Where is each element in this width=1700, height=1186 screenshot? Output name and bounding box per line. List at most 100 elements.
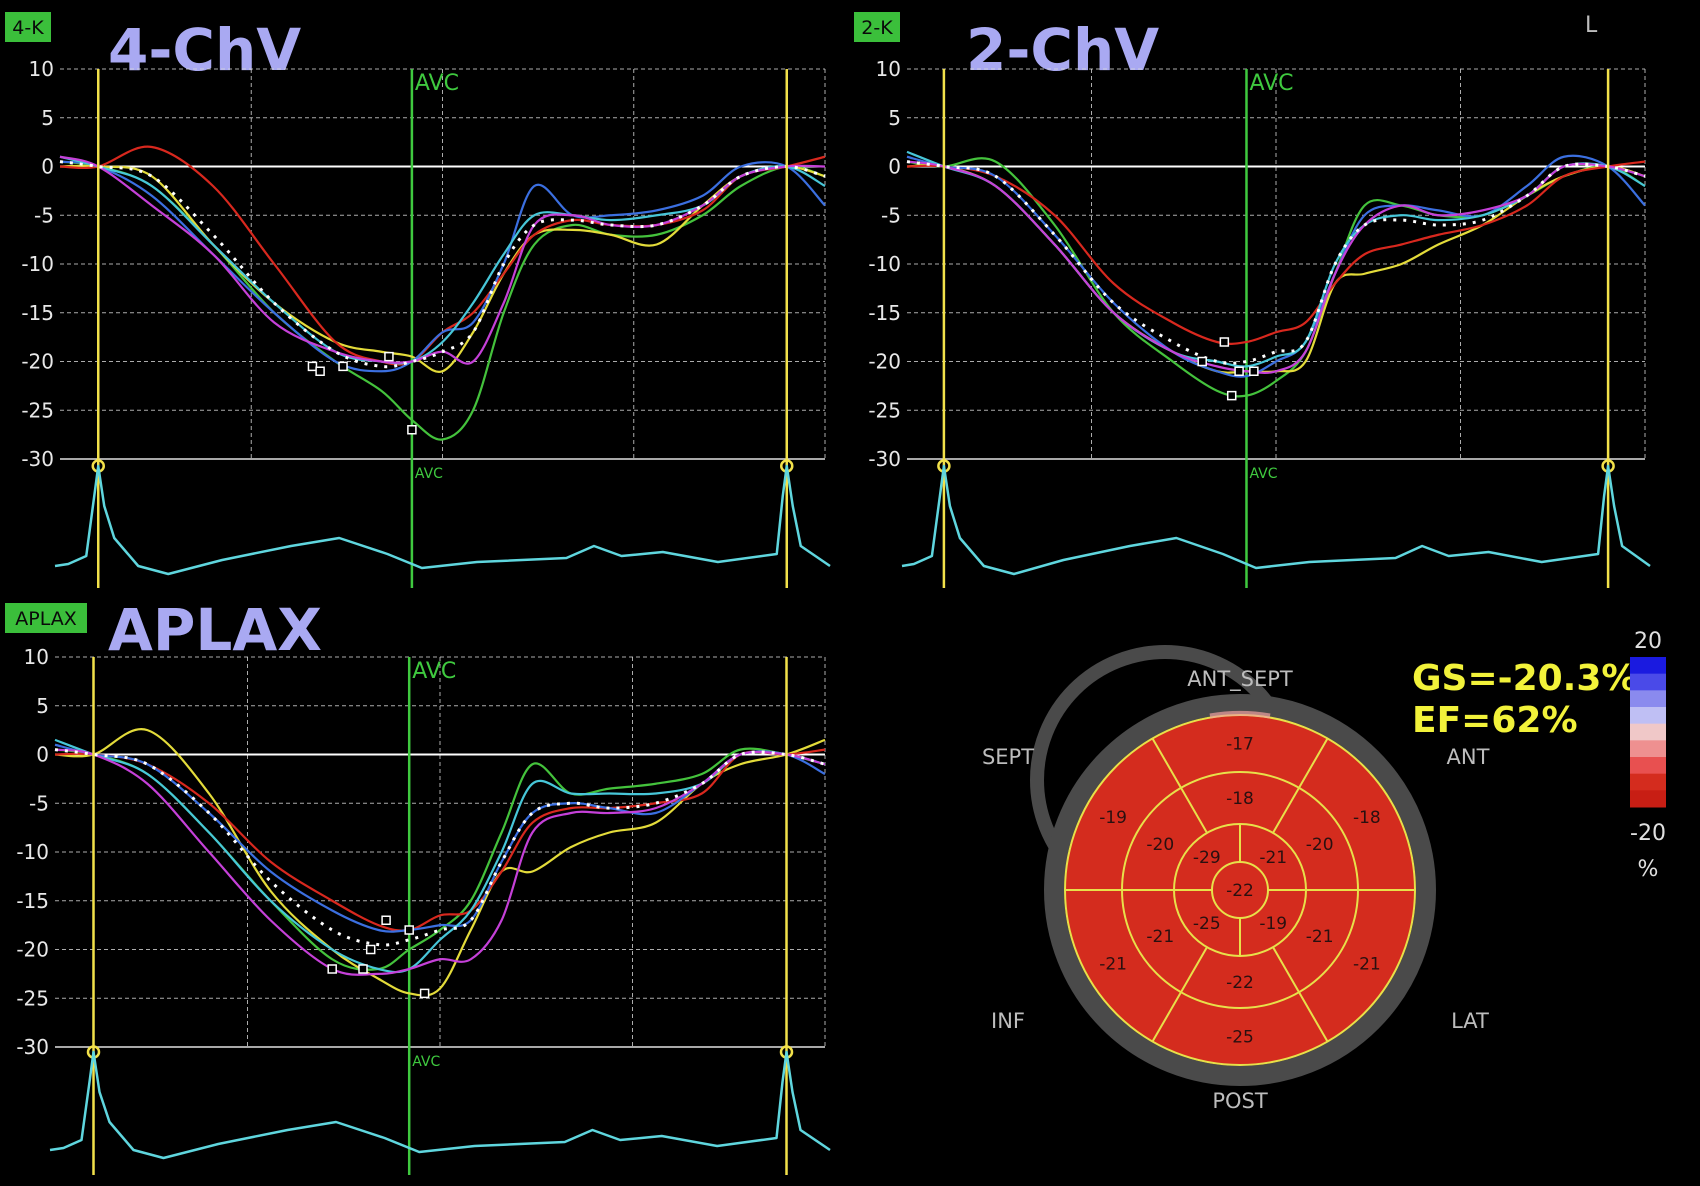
strain-curve-white-dotted	[59, 160, 826, 369]
y-tick-label: -20	[21, 350, 54, 374]
avc-label-top: AVC	[415, 71, 459, 96]
segment-value-basal: -21	[1353, 954, 1381, 974]
segment-divider	[1272, 737, 1329, 834]
y-tick-label: -25	[868, 398, 901, 422]
segment-value-mid: -20	[1146, 835, 1174, 855]
segment-value-basal: -17	[1226, 735, 1254, 755]
y-tick-label: -20	[16, 938, 49, 962]
peak-marker	[1197, 356, 1207, 367]
segment-value-basal: -18	[1353, 808, 1381, 828]
peak-marker	[327, 964, 337, 974]
avc-label-top: AVC	[1249, 71, 1293, 96]
series-group	[54, 728, 826, 997]
color-scale-swatch	[1630, 673, 1666, 691]
color-scale-min-label: -20	[1630, 821, 1666, 846]
view-tag: 4-K	[12, 17, 44, 39]
strain-curve-magenta	[59, 155, 826, 365]
segment-value-apical: -19	[1259, 914, 1287, 934]
plot-grid: 10 5 0 -5 -10 -15 -20 -25 -30	[16, 645, 826, 1059]
segment-value-basal: -19	[1099, 808, 1127, 828]
peak-marker	[307, 361, 318, 372]
label-inf: INF	[991, 1009, 1025, 1033]
bullseye-ring	[1044, 694, 1436, 1086]
color-scale-swatch	[1630, 690, 1666, 708]
view-tag-bg	[854, 12, 900, 42]
strain-panel-2: 2-K 2-ChV 10 5 0 -5 -10 -15 -20 -25 -30 AVC AVC	[854, 12, 1651, 588]
ecg-trace	[49, 1050, 831, 1160]
segment-value-basal: -25	[1226, 1028, 1254, 1048]
strain-curve-magenta	[54, 748, 826, 976]
view-tag: APLAX	[15, 608, 77, 630]
strain-curve-magenta	[906, 160, 1646, 374]
peak-marker	[419, 988, 430, 999]
strain-curve-red	[54, 748, 826, 932]
view-tag: 2-K	[861, 17, 893, 39]
color-scale-unit-label: %	[1638, 857, 1659, 882]
avc-label-bottom: AVC	[412, 1054, 440, 1070]
color-scale-swatch	[1630, 723, 1666, 741]
segment-value-apical: -21	[1259, 848, 1287, 868]
y-tick-label: -10	[868, 252, 901, 276]
series-group	[906, 150, 1646, 398]
segment-value-apical: -25	[1193, 914, 1221, 934]
segment-value-apical: -29	[1193, 848, 1221, 868]
y-tick-label: 5	[888, 106, 901, 130]
segment-value-mid: -18	[1226, 789, 1254, 809]
color-scale-max-label: 20	[1634, 629, 1662, 654]
label-post: POST	[1212, 1089, 1268, 1113]
peak-marker	[404, 925, 414, 935]
peak-marker	[365, 944, 376, 955]
corner-label: L	[1585, 13, 1598, 38]
ejection-fraction-label: EF=62%	[1412, 700, 1578, 741]
strain-panel-1: 4-K 4-ChV 10 5 0 -5 -10 -15 -20 -25 -30 AVC AVC	[5, 12, 831, 588]
y-tick-label: 10	[24, 645, 49, 669]
avc-label-top: AVC	[412, 659, 456, 684]
y-tick-label: -5	[34, 203, 54, 227]
y-tick-label: -25	[21, 398, 54, 422]
y-tick-label: -5	[29, 791, 49, 815]
segment-value-mid: -21	[1306, 927, 1334, 947]
segment-divider	[1151, 946, 1208, 1043]
plot-grid: 10 5 0 -5 -10 -15 -20 -25 -30	[21, 57, 826, 471]
y-tick-label: 0	[888, 155, 901, 179]
bullseye-highlight	[1209, 710, 1271, 719]
segment-value-basal: -21	[1099, 954, 1127, 974]
segment-value-mid: -21	[1146, 927, 1174, 947]
y-tick-label: -15	[21, 301, 54, 325]
segment-divider	[1151, 737, 1208, 834]
view-tag-bg	[5, 12, 51, 42]
series-group	[59, 145, 826, 441]
y-tick-label: 5	[36, 694, 49, 718]
segment-value-apex: -22	[1226, 881, 1254, 901]
label-ant: ANT	[1447, 745, 1490, 769]
y-tick-label: -10	[21, 252, 54, 276]
strain-curve-green	[54, 747, 826, 971]
y-tick-label: -15	[868, 301, 901, 325]
strain-curve-white-dotted	[54, 748, 826, 947]
avc-label-bottom: AVC	[415, 466, 443, 482]
global-strain-label: GS=-20.3%	[1412, 658, 1637, 699]
peak-marker	[338, 361, 348, 372]
peak-marker	[1219, 337, 1230, 347]
view-title: 2-ChV	[966, 16, 1159, 84]
peak-marker	[381, 915, 391, 925]
bullseye-plot: -17-18-18-20-21-21-25-22-21-21-19-20-21-…	[982, 629, 1666, 1113]
segment-value-mid: -20	[1306, 835, 1334, 855]
peak-marker	[384, 351, 394, 362]
label-lat: LAT	[1451, 1009, 1489, 1033]
y-tick-label: -15	[16, 889, 49, 913]
peak-marker	[358, 964, 368, 974]
y-tick-label: -30	[16, 1035, 49, 1059]
avc-label-bottom: AVC	[1249, 466, 1277, 482]
color-scale-swatch	[1630, 773, 1666, 791]
y-tick-label: -30	[868, 447, 901, 471]
y-tick-label: -10	[16, 840, 49, 864]
peak-marker	[407, 425, 417, 435]
y-tick-label: -25	[16, 986, 49, 1010]
strain-curve-red	[906, 160, 1646, 345]
peak-marker	[1234, 366, 1244, 376]
view-tag-bg	[5, 603, 87, 633]
view-title: 4-ChV	[108, 16, 301, 84]
y-tick-label: 5	[41, 106, 54, 130]
peak-marker	[1226, 390, 1237, 401]
